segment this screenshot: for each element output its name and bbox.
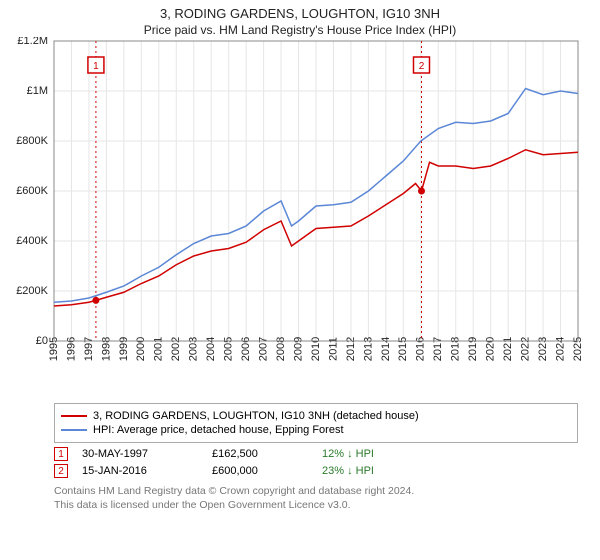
- svg-text:£800K: £800K: [16, 135, 48, 147]
- svg-text:2021: 2021: [502, 337, 514, 361]
- footer-line-2: This data is licensed under the Open Gov…: [54, 498, 578, 512]
- svg-text:£1M: £1M: [27, 85, 48, 97]
- svg-text:2024: 2024: [554, 337, 566, 361]
- svg-text:2004: 2004: [205, 337, 217, 361]
- svg-text:2003: 2003: [188, 337, 200, 361]
- legend-label-2: HPI: Average price, detached house, Eppi…: [93, 424, 344, 436]
- svg-text:2009: 2009: [292, 337, 304, 361]
- chart-svg: £0£200K£400K£600K£800K£1M£1.2M1995199619…: [0, 37, 600, 397]
- legend-swatch-2: [61, 429, 87, 431]
- svg-text:2001: 2001: [153, 337, 165, 361]
- svg-text:2008: 2008: [275, 337, 287, 361]
- svg-text:2012: 2012: [345, 337, 357, 361]
- svg-text:2010: 2010: [310, 337, 322, 361]
- legend-label-1: 3, RODING GARDENS, LOUGHTON, IG10 3NH (d…: [93, 410, 419, 422]
- marker-badge-2: 2: [54, 464, 68, 478]
- marker-date-2: 15-JAN-2016: [82, 465, 212, 477]
- svg-text:1996: 1996: [65, 337, 77, 361]
- marker-row-1: 1 30-MAY-1997 £162,500 12% ↓ HPI: [54, 447, 578, 461]
- svg-text:2015: 2015: [397, 337, 409, 361]
- svg-text:£0: £0: [36, 335, 48, 347]
- svg-text:2020: 2020: [485, 337, 497, 361]
- svg-text:1997: 1997: [83, 337, 95, 361]
- legend-swatch-1: [61, 415, 87, 417]
- marker-price-2: £600,000: [212, 465, 322, 477]
- svg-text:1999: 1999: [118, 337, 130, 361]
- legend-row: 3, RODING GARDENS, LOUGHTON, IG10 3NH (d…: [61, 410, 571, 422]
- marker-badge-1: 1: [54, 447, 68, 461]
- marker-pct-1: 12% ↓ HPI: [322, 448, 422, 460]
- marker-row-2: 2 15-JAN-2016 £600,000 23% ↓ HPI: [54, 464, 578, 478]
- svg-text:£200K: £200K: [16, 285, 48, 297]
- svg-text:2007: 2007: [258, 337, 270, 361]
- svg-text:2022: 2022: [520, 337, 532, 361]
- svg-text:2014: 2014: [380, 337, 392, 361]
- svg-text:2019: 2019: [467, 337, 479, 361]
- footer-line-1: Contains HM Land Registry data © Crown c…: [54, 484, 578, 498]
- chart-title-1: 3, RODING GARDENS, LOUGHTON, IG10 3NH: [0, 6, 600, 21]
- svg-text:2016: 2016: [415, 337, 427, 361]
- svg-text:2013: 2013: [362, 337, 374, 361]
- svg-text:2002: 2002: [170, 337, 182, 361]
- svg-text:£600K: £600K: [16, 185, 48, 197]
- legend: 3, RODING GARDENS, LOUGHTON, IG10 3NH (d…: [54, 403, 578, 443]
- svg-text:2023: 2023: [537, 337, 549, 361]
- marker-pct-2: 23% ↓ HPI: [322, 465, 422, 477]
- svg-text:2005: 2005: [223, 337, 235, 361]
- svg-text:£400K: £400K: [16, 235, 48, 247]
- svg-text:2000: 2000: [135, 337, 147, 361]
- chart-title-2: Price paid vs. HM Land Registry's House …: [0, 23, 600, 37]
- svg-text:1998: 1998: [100, 337, 112, 361]
- svg-text:£1.2M: £1.2M: [17, 37, 48, 47]
- svg-text:2017: 2017: [432, 337, 444, 361]
- marker-price-1: £162,500: [212, 448, 322, 460]
- marker-date-1: 30-MAY-1997: [82, 448, 212, 460]
- svg-text:2006: 2006: [240, 337, 252, 361]
- legend-row: HPI: Average price, detached house, Eppi…: [61, 424, 571, 436]
- svg-text:2018: 2018: [450, 337, 462, 361]
- svg-text:1: 1: [93, 61, 99, 72]
- marker-table: 1 30-MAY-1997 £162,500 12% ↓ HPI 2 15-JA…: [54, 447, 578, 478]
- price-chart: £0£200K£400K£600K£800K£1M£1.2M1995199619…: [0, 37, 600, 397]
- svg-text:2: 2: [419, 61, 425, 72]
- footer: Contains HM Land Registry data © Crown c…: [54, 484, 578, 512]
